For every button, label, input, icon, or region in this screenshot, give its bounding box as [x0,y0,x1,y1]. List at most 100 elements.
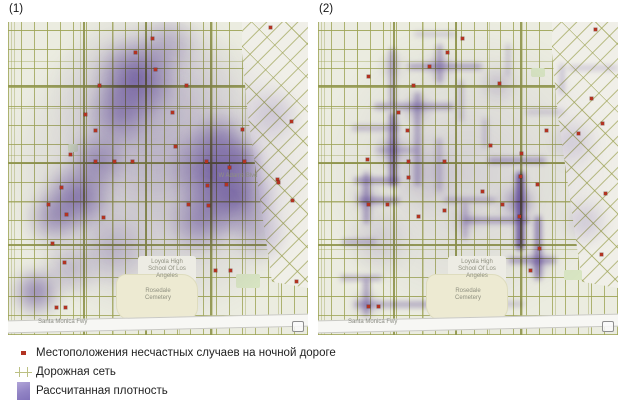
density-corridor [415,92,420,186]
density-blob [24,188,84,248]
accident-point [407,160,410,163]
accident-point [518,215,521,218]
density-blob [9,265,63,319]
density-corridor [483,118,487,148]
accident-point [600,253,603,256]
legend-item-density: Рассчитанная плотность [10,382,336,400]
map-attribution-icon [292,321,304,332]
accident-point [407,176,410,179]
legend-item-road-network: Дорожная сеть [10,363,336,381]
accident-point [94,160,97,163]
density-corridor [560,64,564,94]
accident-point [63,261,66,264]
accident-point [529,269,532,272]
density-corridor [354,302,472,307]
accident-point [60,186,63,189]
density-corridor [516,172,524,250]
accident-point [428,65,431,68]
density-swatch-icon [10,382,36,400]
accident-point [55,306,58,309]
accident-point [386,203,389,206]
density-blob [136,22,200,76]
density-blob [560,196,612,248]
accident-point [214,269,217,272]
density-layer [8,22,308,335]
accident-point [295,280,298,283]
accident-point [51,242,54,245]
accident-point [64,306,67,309]
accident-point [443,209,446,212]
accident-point [241,128,244,131]
accident-point [171,111,174,114]
accident-point [594,28,597,31]
accident-point [446,51,449,54]
density-corridor [459,80,463,122]
major-road [145,22,147,335]
accident-point [377,305,380,308]
accident-point [461,37,464,40]
accident-point [65,213,68,216]
accident-point [367,203,370,206]
legend-item-label: Рассчитанная плотность [36,385,168,397]
density-corridor [488,158,546,163]
accident-point [151,37,154,40]
panel-2-label: (2) [319,3,334,15]
accident-point [102,216,105,219]
park-patch [236,274,260,288]
map-label-school: Loyola High School Of Los Angeles [458,259,496,279]
accident-point [290,120,293,123]
panel-1-label: (1) [9,3,24,15]
accident-point [225,183,228,186]
accident-point [519,175,522,178]
density-corridor [342,240,376,244]
accident-point [601,122,604,125]
accident-point [590,97,593,100]
map-label-freeway: Santa Monica Fwy [38,319,88,325]
major-road [318,85,618,87]
map-panel-smooth-density: Loyola High School Of Los Angeles Roseda… [8,22,308,335]
density-corridor [464,218,530,223]
accident-point [397,111,400,114]
park-patch [564,270,582,280]
map-attribution-icon [602,321,614,332]
accident-point [291,199,294,202]
map-panel-network-density: Loyola High School Of Los Angeles Roseda… [318,22,618,335]
accident-point [134,51,137,54]
density-corridor [437,138,441,192]
major-road [455,22,457,335]
accident-point [406,129,409,132]
accident-point [443,160,446,163]
density-corridor [526,110,564,114]
accident-point [520,152,523,155]
accident-point [228,166,231,169]
density-corridor [414,32,456,36]
cemetery-area [116,274,198,320]
map-label-street: W Adams Blvd [218,173,258,179]
road-network-icon [10,367,36,377]
accident-point [47,203,50,206]
density-blob [243,84,303,144]
accident-point [277,181,280,184]
density-corridor [354,178,400,183]
accident-point [367,75,370,78]
accident-points-layer [318,22,618,335]
density-blob [165,184,237,256]
major-road [8,162,308,164]
accident-point [113,160,116,163]
accident-point [545,129,548,132]
major-road [318,244,618,246]
density-blob [547,116,599,168]
density-corridor [358,198,400,203]
accident-point [412,84,415,87]
map-label-school: Loyola High School Of Los Angeles [148,259,186,279]
accident-point [498,82,501,85]
accident-point [243,160,246,163]
accident-point [205,160,208,163]
legend: Местоположения несчастных случаев на ноч… [10,344,336,401]
density-blob [189,108,253,172]
density-corridor [568,66,618,70]
park-patch [531,68,545,77]
accident-point [536,183,539,186]
accident-point [229,269,232,272]
accident-point [604,192,607,195]
